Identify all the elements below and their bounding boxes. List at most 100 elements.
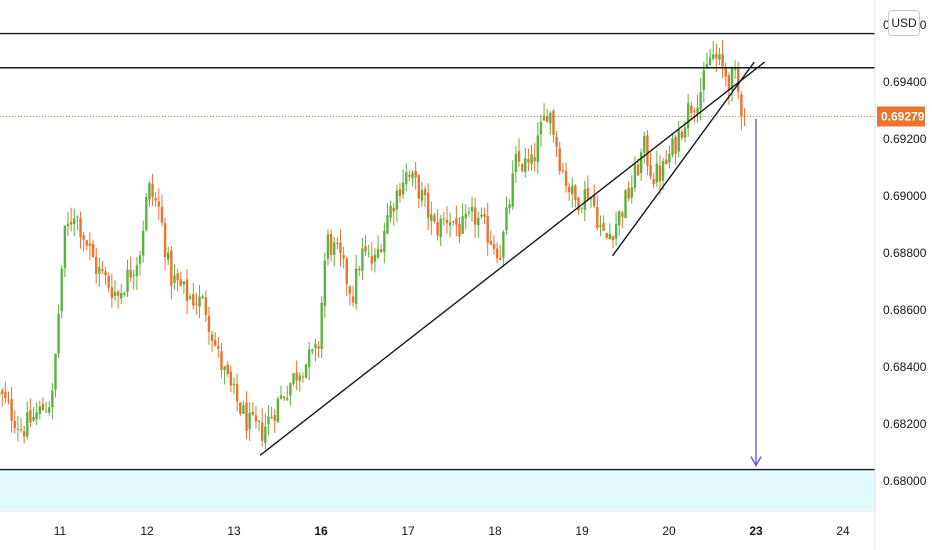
candle-body-98 (304, 364, 308, 378)
candle-body-37 (113, 291, 117, 296)
candle-body-236 (737, 68, 740, 92)
candle-body-69 (214, 340, 217, 346)
candle-body-205 (639, 152, 643, 174)
candle-body-68 (210, 334, 214, 342)
candle-body-54 (167, 252, 170, 260)
candle-body-64 (198, 296, 201, 307)
current-price-label: 0.69279 (877, 106, 925, 127)
candle-body-175 (546, 115, 549, 122)
candle-body-203 (633, 164, 637, 188)
candle-body-19 (57, 313, 60, 354)
candle-body-71 (220, 351, 223, 370)
candle-body-104 (323, 260, 327, 306)
candle-body-92 (286, 397, 289, 400)
candle-body-82 (254, 415, 258, 422)
candle-body-185 (577, 197, 580, 211)
candle-body-36 (110, 287, 114, 298)
time-tick-0: 11 (54, 524, 67, 538)
candle-body-120 (373, 254, 377, 262)
candle-body-26 (79, 218, 82, 238)
candle-body-160 (499, 258, 502, 260)
candle-body-93 (289, 383, 292, 396)
currency-button[interactable]: USD (888, 10, 920, 36)
candle-body-156 (486, 215, 489, 243)
time-tick-6: 19 (575, 524, 589, 538)
candle-body-79 (245, 402, 248, 431)
candle-body-100 (311, 349, 314, 352)
candle-body-196 (611, 236, 615, 241)
candle-body-30 (91, 243, 95, 258)
candle-body-14 (41, 403, 45, 411)
candle-body-215 (671, 138, 674, 155)
candle-body-58 (179, 279, 182, 286)
candle-body-217 (677, 129, 680, 152)
candle-body-114 (354, 268, 358, 305)
candle-body-56 (173, 275, 176, 284)
candle-body-176 (549, 112, 552, 124)
candle-body-141 (439, 218, 442, 238)
candle-body-221 (690, 105, 693, 113)
candle-body-206 (643, 135, 646, 153)
candle-body-229 (715, 53, 718, 59)
time-tick-5: 18 (488, 524, 502, 538)
candle-body-158 (492, 243, 496, 249)
candle-body-9 (26, 412, 29, 437)
candle-body-169 (527, 159, 530, 163)
candle-body-131 (408, 174, 411, 177)
candle-body-222 (693, 110, 696, 112)
candle-body-34 (104, 271, 107, 276)
candle-body-118 (367, 253, 370, 255)
candle-body-21 (63, 225, 67, 268)
candle-body-102 (317, 346, 320, 349)
candle-body-174 (542, 115, 546, 121)
candle-body-16 (48, 407, 51, 413)
candle-body-95 (295, 372, 298, 381)
price-tick-0: 0.69400 (883, 75, 927, 89)
candle-body-177 (552, 110, 555, 135)
candle-body-12 (35, 412, 38, 420)
price-axis[interactable]: 0.69400 0.69200 0.69000 0.68800 0.68600 0.684… (883, 18, 927, 488)
candle-body-61 (188, 296, 192, 299)
candle-body-110 (342, 255, 345, 259)
candle-body-187 (583, 189, 586, 211)
candle-body-192 (599, 225, 602, 227)
candle-body-29 (88, 243, 92, 246)
candle-body-182 (567, 186, 571, 193)
zones-layer (0, 469, 875, 510)
candle-body-191 (596, 206, 599, 229)
candle-body-76 (235, 383, 239, 402)
candle-body-218 (680, 131, 684, 138)
candle-body-225 (702, 70, 705, 90)
candle-body-207 (646, 135, 649, 166)
candle-body-231 (721, 53, 724, 67)
candle-body-86 (267, 416, 270, 425)
candle-body-8 (22, 431, 26, 437)
candle-body-147 (458, 223, 461, 237)
candle-body-130 (405, 172, 408, 185)
candle-body-32 (98, 267, 101, 274)
candle-body-96 (298, 375, 301, 381)
candle-body-38 (116, 291, 120, 296)
candle-body-15 (44, 411, 48, 413)
candle-body-224 (699, 92, 702, 110)
candle-body-181 (564, 170, 568, 186)
candle-body-157 (489, 241, 493, 245)
candle-body-136 (423, 189, 427, 196)
time-tick-4: 17 (401, 524, 415, 538)
candle-body-119 (370, 255, 374, 264)
candle-body-90 (279, 395, 283, 399)
candle-body-228 (711, 54, 715, 59)
candle-body-123 (383, 230, 386, 253)
time-axis[interactable]: 11 12 13 16 17 18 19 20 23 24 (54, 524, 850, 538)
candle-body-180 (561, 170, 565, 172)
candle-body-149 (464, 213, 467, 219)
price-tick-3: 0.68800 (883, 246, 927, 260)
candle-body-153 (477, 217, 480, 226)
candle-body-173 (539, 122, 543, 135)
candle-body-3 (7, 399, 10, 401)
candle-body-125 (389, 205, 392, 218)
candle-body-184 (574, 185, 577, 201)
candle-body-111 (345, 258, 348, 285)
price-tick-6: 0.68200 (883, 417, 927, 431)
